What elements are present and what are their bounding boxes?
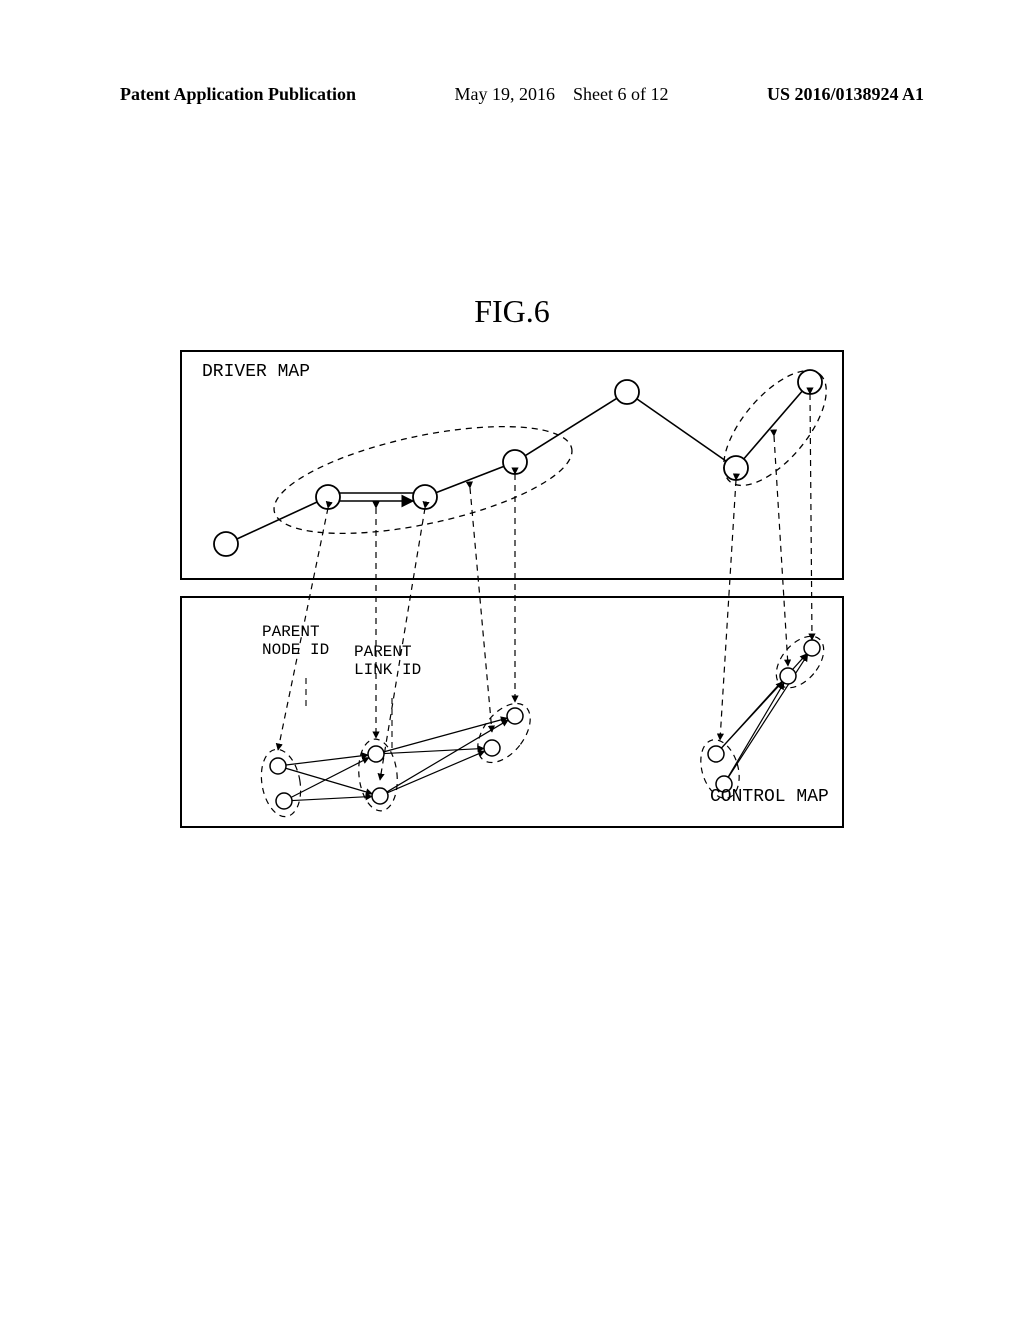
pub-number: US 2016/0138924 A1 <box>767 84 924 105</box>
figure-title: FIG.6 <box>0 293 1024 330</box>
svg-text:CONTROL MAP: CONTROL MAP <box>710 787 829 807</box>
svg-text:LINK ID: LINK ID <box>354 661 421 679</box>
pub-label: Patent Application Publication <box>120 84 356 105</box>
figure-diagram: DRIVER MAPCONTROL MAPPARENTNODE IDPARENT… <box>180 350 844 830</box>
figure-svg: DRIVER MAPCONTROL MAPPARENTNODE IDPARENT… <box>180 350 844 830</box>
date-sheet: May 19, 2016 Sheet 6 of 12 <box>455 84 669 105</box>
svg-text:PARENT: PARENT <box>354 643 412 661</box>
sheet-number: Sheet 6 of 12 <box>573 84 668 104</box>
page-header: Patent Application Publication May 19, 2… <box>0 84 1024 105</box>
pub-date: May 19, 2016 <box>455 84 556 104</box>
svg-text:DRIVER MAP: DRIVER MAP <box>202 362 310 382</box>
svg-text:NODE ID: NODE ID <box>262 641 329 659</box>
svg-text:PARENT: PARENT <box>262 623 320 641</box>
